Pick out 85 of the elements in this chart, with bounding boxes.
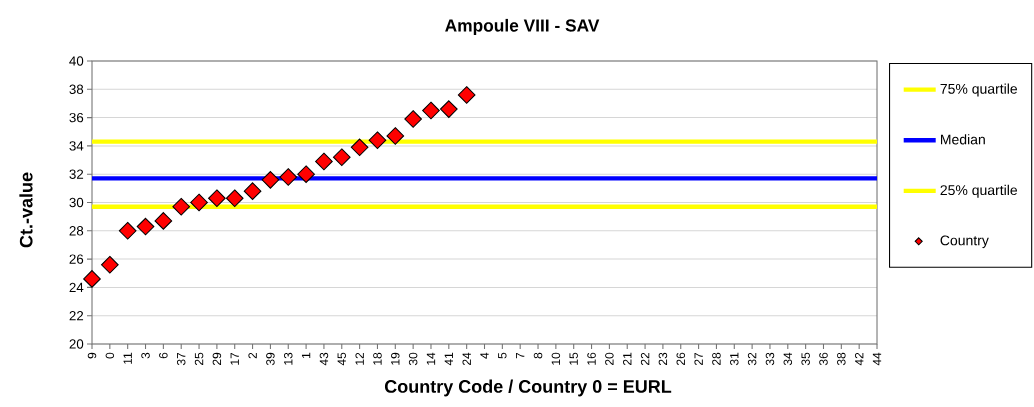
y-tick-label: 34	[69, 141, 84, 151]
point	[190, 193, 208, 212]
x-tick-label: 14	[426, 352, 436, 365]
point	[172, 197, 191, 216]
point	[332, 148, 351, 167]
chart-title: Ampoule VIII - SAV	[445, 18, 600, 36]
x-tick-label: 11	[123, 352, 132, 364]
point	[136, 217, 155, 236]
y-tick-label: 28	[69, 226, 84, 236]
x-tick-label: 22	[640, 352, 650, 366]
y-tick-label: 38	[69, 84, 84, 95]
x-tick-label: 41	[444, 352, 453, 366]
x-tick-label: 4	[480, 352, 489, 359]
x-tick-label: 20	[605, 352, 614, 366]
x-tick-label: 37	[176, 352, 186, 366]
x-tick-label: 26	[676, 352, 686, 366]
point	[368, 131, 387, 150]
y-tick-label: 22	[69, 311, 84, 321]
legend-label: 75% quartile	[940, 83, 1018, 97]
x-tick-label: 32	[747, 352, 757, 366]
x-tick-label: 24	[462, 352, 471, 366]
legend-label: 25% quartile	[940, 184, 1018, 198]
y-tick-label: 20	[69, 339, 84, 349]
point	[154, 212, 173, 230]
point	[297, 165, 315, 184]
x-tick-label: 12	[355, 352, 364, 365]
point	[118, 221, 137, 240]
point	[404, 110, 422, 128]
x-tick-label: 23	[658, 352, 668, 366]
x-tick-label: 9	[87, 352, 97, 359]
point	[243, 182, 262, 201]
x-tick-label: 6	[159, 352, 168, 359]
x-tick-label: 19	[391, 352, 400, 365]
point	[422, 101, 440, 120]
x-tick-label: 35	[801, 352, 810, 366]
x-tick-label: 42	[854, 352, 864, 366]
y-tick-label: 36	[69, 112, 84, 123]
x-tick-label: 44	[872, 352, 882, 366]
x-tick-label: 3	[141, 352, 150, 359]
point	[439, 100, 458, 118]
x-tick-label: 0	[105, 352, 115, 359]
x-tick-label: 28	[712, 352, 721, 366]
x-tick-label: 10	[551, 352, 561, 365]
point	[225, 189, 244, 208]
y-tick-label: 40	[69, 56, 84, 66]
x-tick-label: 34	[783, 352, 793, 366]
point	[83, 270, 101, 288]
point	[350, 138, 369, 157]
y-tick-label: 26	[69, 254, 84, 264]
x-tick-label: 13	[284, 352, 293, 365]
x-tick-label: 21	[623, 352, 632, 366]
point	[315, 152, 333, 171]
x-tick-label: 5	[498, 352, 507, 359]
point	[208, 189, 226, 208]
x-tick-label: 45	[337, 352, 346, 366]
y-axis-title: Ct.-value	[19, 172, 33, 248]
y-tick-label: 24	[69, 282, 84, 293]
x-tick-label: 39	[266, 352, 275, 366]
x-tick-label: 25	[194, 352, 204, 366]
x-axis-title: Country Code / Country 0 = EURL	[384, 379, 672, 397]
x-tick-label: 38	[837, 352, 846, 366]
x-tick-label: 33	[765, 352, 775, 366]
legend-label: Country	[940, 235, 989, 249]
x-tick-label: 18	[373, 352, 382, 365]
x-tick-label: 8	[533, 352, 543, 359]
x-tick-label: 29	[212, 352, 222, 366]
x-tick-label: 16	[587, 352, 596, 365]
x-tick-label: 17	[230, 352, 239, 365]
point	[386, 127, 405, 145]
x-tick-label: 36	[819, 352, 828, 366]
y-tick-label: 30	[69, 197, 84, 208]
x-tick-label: 31	[730, 352, 739, 366]
x-tick-label: 1	[301, 352, 311, 359]
point	[457, 86, 476, 104]
x-tick-label: 7	[516, 352, 525, 359]
point	[261, 171, 280, 189]
x-tick-label: 2	[248, 352, 257, 359]
point	[279, 168, 298, 186]
x-tick-label: 30	[408, 352, 418, 366]
x-tick-label: 15	[569, 352, 578, 365]
legend-label: Median	[941, 134, 985, 145]
x-tick-label: 43	[319, 352, 329, 366]
x-tick-label: 27	[694, 352, 703, 366]
point	[101, 255, 119, 274]
y-tick-label: 32	[69, 169, 84, 179]
